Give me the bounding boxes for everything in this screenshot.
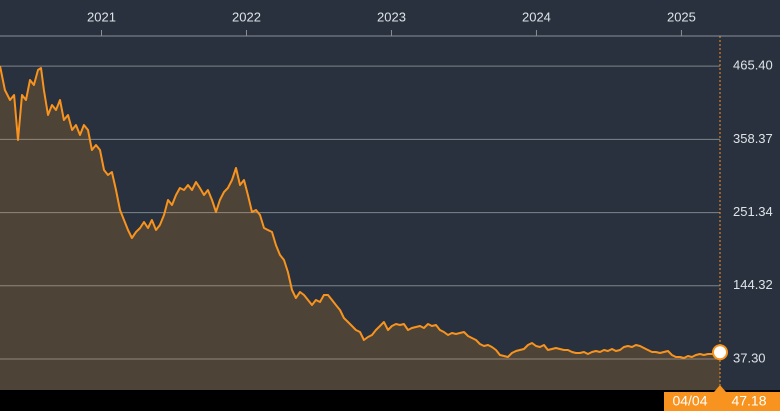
x-tick-label: 2024	[522, 9, 551, 24]
x-tick-label: 2025	[667, 9, 696, 24]
y-tick-label: 144.32	[733, 277, 773, 292]
x-tick-label: 2023	[377, 9, 406, 24]
y-tick-label: 251.34	[733, 204, 773, 219]
last-label-box	[664, 392, 780, 411]
x-tick-label: 2021	[87, 9, 116, 24]
x-tick-label: 2022	[232, 9, 261, 24]
y-tick-label: 465.40	[733, 58, 773, 73]
area	[0, 66, 720, 390]
last-date-label: 04/04	[672, 393, 707, 409]
price-line	[0, 65, 721, 359]
last-point	[712, 344, 728, 361]
y-tick-label: 358.37	[733, 131, 773, 146]
bottom-strip	[0, 390, 780, 411]
last-label-pointer	[714, 385, 726, 392]
y-tick-label: 37.30	[733, 350, 766, 365]
last-value-label: 47.18	[731, 393, 766, 409]
